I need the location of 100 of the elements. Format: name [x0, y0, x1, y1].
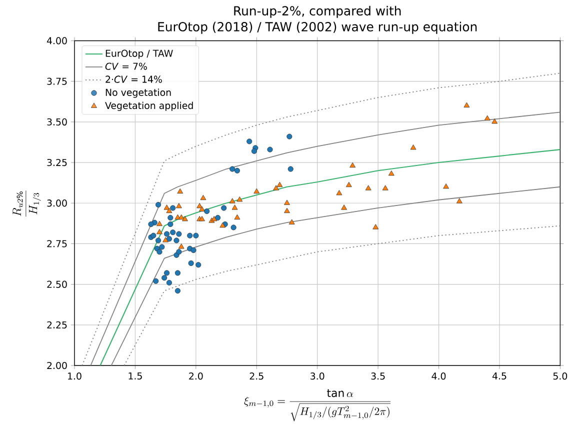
y-tick-label: 3.75	[47, 78, 67, 85]
point	[176, 202, 182, 208]
legend-label: EurOtop / TAW	[106, 50, 173, 59]
point	[193, 232, 199, 238]
point	[190, 247, 196, 253]
point	[372, 224, 379, 230]
point	[230, 224, 236, 230]
y-tick-label: 3.25	[47, 158, 67, 166]
point	[288, 219, 295, 224]
point	[156, 228, 162, 234]
point	[168, 214, 174, 220]
y-tick-label: 3.50	[47, 118, 67, 126]
point	[273, 185, 280, 190]
point	[153, 278, 159, 284]
point	[182, 216, 188, 222]
point	[162, 237, 169, 242]
point	[155, 238, 162, 244]
point	[148, 221, 154, 227]
point	[284, 200, 290, 205]
point	[176, 231, 182, 237]
y-tick-label: 2.25	[47, 321, 67, 328]
y-tick-label: 3.00	[47, 199, 67, 207]
x-tick-label: 1.5	[128, 372, 142, 380]
point	[211, 216, 218, 222]
point	[214, 214, 221, 220]
x-tick-label: 5.0	[553, 372, 568, 380]
point	[159, 244, 165, 250]
point	[156, 220, 162, 226]
point	[176, 249, 182, 255]
point	[365, 185, 372, 190]
point	[350, 162, 356, 168]
legend-label: Vegetation applied	[105, 102, 193, 111]
y-tick-label: 2.75	[47, 240, 67, 248]
point	[150, 232, 156, 238]
point	[188, 260, 194, 266]
point	[236, 196, 243, 202]
point	[164, 270, 170, 276]
point	[174, 288, 180, 294]
x-tick-label: 1.0	[68, 372, 82, 380]
x-tick-label: 2.0	[189, 372, 203, 380]
point	[382, 185, 388, 190]
point	[246, 138, 252, 144]
point	[174, 270, 180, 276]
point	[168, 221, 174, 227]
point	[199, 206, 205, 212]
y-tick-label: 4.00	[46, 37, 67, 44]
point	[288, 166, 294, 172]
point	[204, 208, 210, 214]
point	[229, 198, 236, 204]
point	[286, 134, 292, 140]
point	[170, 230, 176, 236]
point	[254, 188, 260, 194]
point	[234, 168, 240, 174]
x-tick-label: 3.0	[310, 372, 324, 380]
point	[251, 148, 257, 154]
point	[267, 146, 273, 152]
point	[346, 182, 352, 187]
y-tick-label: 2.00	[47, 362, 67, 370]
point	[166, 236, 172, 242]
legend-label: 2·CV = 14%	[106, 76, 162, 83]
point	[230, 166, 236, 172]
point	[284, 208, 290, 213]
point	[200, 194, 206, 200]
point	[196, 262, 202, 268]
point	[187, 232, 193, 238]
point	[456, 198, 462, 204]
legend-label: CV = 7%	[105, 62, 147, 70]
point	[178, 214, 184, 220]
y-axis-title: $\frac{R_{u2\%}}{H_{1/3}}$	[12, 190, 41, 217]
point	[232, 204, 238, 210]
point	[170, 205, 176, 211]
point	[443, 183, 450, 189]
y-tick-label: 2.50	[47, 280, 67, 288]
point	[464, 102, 470, 108]
point	[199, 216, 205, 222]
point	[388, 170, 394, 176]
legend-label: No vegetation	[106, 88, 171, 98]
point	[162, 274, 168, 281]
point	[410, 144, 416, 150]
point	[177, 188, 184, 194]
x-tick-label: 4.5	[492, 372, 506, 380]
chart-title: Run-up-2%, compared with	[234, 6, 401, 18]
line-series	[110, 186, 560, 366]
point	[156, 249, 162, 255]
x-tick-label: 3.5	[371, 372, 385, 380]
x-axis-title: $\xi_{m-1,0} = \frac{\tan\alpha}{\sqrt{H_{1/3}/(gT^{2}_{m-1,0}/2\pi)}}$	[244, 389, 391, 422]
point	[164, 231, 170, 237]
point	[492, 118, 498, 124]
point	[234, 214, 240, 220]
point	[484, 115, 490, 120]
point	[276, 182, 283, 187]
point	[336, 190, 342, 196]
point	[221, 205, 227, 211]
point	[155, 202, 162, 208]
point	[178, 244, 184, 249]
point	[341, 204, 348, 210]
point	[166, 280, 172, 286]
x-tick-label: 4.0	[432, 372, 446, 380]
point	[166, 208, 172, 213]
point	[220, 222, 226, 228]
